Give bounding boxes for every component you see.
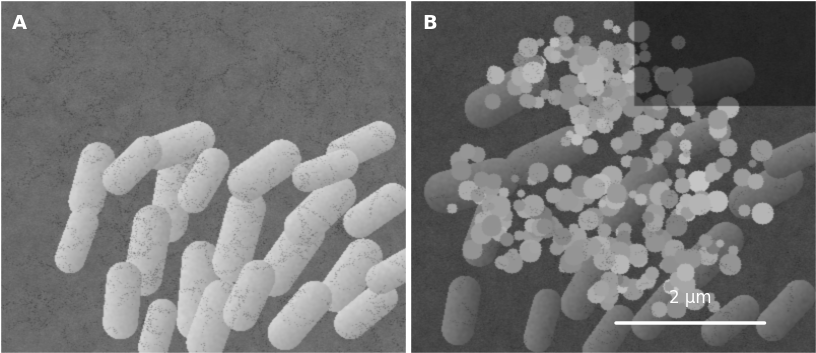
Text: B: B (423, 14, 437, 33)
Text: A: A (12, 14, 27, 33)
Text: 2 μm: 2 μm (669, 289, 712, 307)
